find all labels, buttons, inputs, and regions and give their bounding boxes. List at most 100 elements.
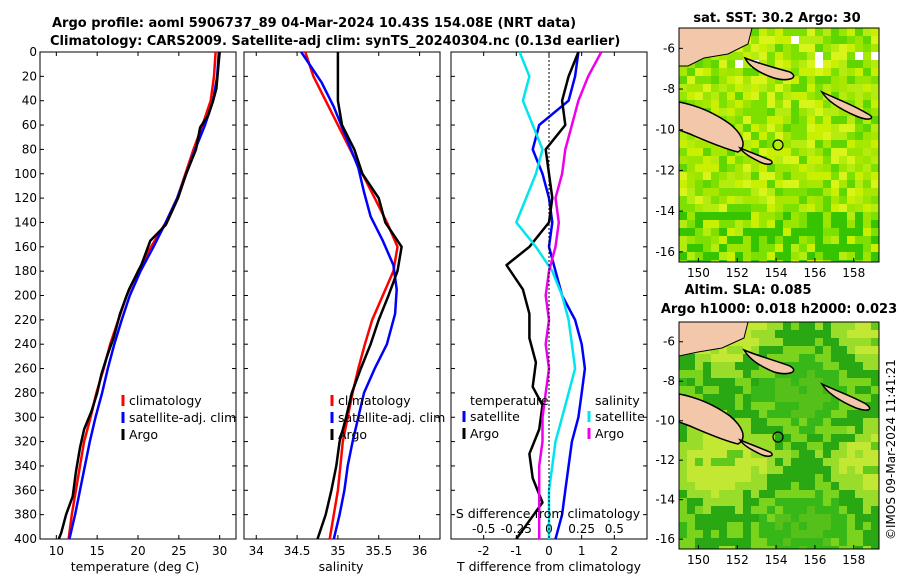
map-cell [767, 204, 775, 212]
map-cell [751, 44, 759, 52]
map-cell [783, 442, 791, 450]
map-cell [831, 338, 839, 346]
map-cell [703, 362, 711, 370]
map-cell [839, 228, 847, 236]
map-cell [751, 236, 759, 244]
map-cell [759, 474, 767, 482]
map-cell [679, 204, 687, 212]
map-cell [711, 108, 719, 116]
map-cell [871, 442, 879, 450]
map-cell [831, 514, 839, 522]
argo-position-marker [772, 431, 784, 443]
map-cell [799, 52, 807, 60]
map-cell [839, 252, 847, 260]
map-cell [751, 538, 759, 546]
map-cell [815, 402, 823, 410]
y-tick-label: 180 [14, 264, 37, 278]
map-cell [807, 450, 815, 458]
map-cell [783, 260, 791, 262]
difference-series-group [505, 52, 603, 539]
map-cell [775, 220, 783, 228]
map-cell [687, 514, 695, 522]
map-cell [727, 108, 735, 116]
map-cell [855, 410, 863, 418]
map-cell [727, 212, 735, 220]
map-cell [711, 196, 719, 204]
map-cell [831, 330, 839, 338]
map-cell [751, 92, 759, 100]
map-cell [727, 260, 735, 262]
map-cell [855, 244, 863, 252]
map-cell [743, 84, 751, 92]
map-cell [687, 172, 695, 180]
map-cell [727, 346, 735, 354]
map-cell [815, 244, 823, 252]
map-cell [799, 426, 807, 434]
map-cell [791, 410, 799, 418]
map-cell [823, 76, 831, 84]
map-cell [735, 84, 743, 92]
map-cell [679, 538, 687, 546]
map-cell [871, 28, 879, 36]
map-cell [727, 386, 735, 394]
map-cell [791, 212, 799, 220]
map-cell [767, 164, 775, 172]
map-cell [711, 220, 719, 228]
map-cell [775, 108, 783, 116]
map-cell [863, 76, 871, 84]
map-cell [839, 180, 847, 188]
map-cell [863, 212, 871, 220]
map-cell [711, 204, 719, 212]
map-cell [823, 244, 831, 252]
salinity-x-label: salinity [319, 559, 364, 574]
map-cell [831, 260, 839, 262]
map-cell [735, 386, 743, 394]
map-cell [743, 346, 751, 354]
map-cell [687, 474, 695, 482]
map-cell [759, 402, 767, 410]
map-cell [799, 538, 807, 546]
map-cell [751, 28, 759, 36]
map-cell [791, 140, 799, 148]
map-cell [783, 244, 791, 252]
sst-map-ticks: 150 152 154 156 158 -6 -8 -10 -12 -14 -16 [655, 41, 865, 280]
map-cell [751, 132, 759, 140]
map-cell [735, 124, 743, 132]
map-cell [775, 204, 783, 212]
y-tick-label: 300 [14, 410, 37, 424]
map-cell [871, 212, 879, 220]
map-cell [759, 108, 767, 116]
map-cell [807, 522, 815, 530]
map-cell [791, 482, 799, 490]
map-cell [791, 220, 799, 228]
map-cell [743, 498, 751, 506]
map-cell [687, 180, 695, 188]
map-cell [855, 546, 863, 549]
map-cell [799, 28, 807, 36]
map-cell [735, 100, 743, 108]
map-cell [687, 196, 695, 204]
legend-label-sal-argo: Argo [595, 426, 624, 441]
map-cell [759, 28, 767, 36]
map-cell [735, 354, 743, 362]
map-cell [815, 410, 823, 418]
map-cell [839, 76, 847, 84]
map-cell [863, 196, 871, 204]
map-cell [847, 44, 855, 52]
map-cell [767, 108, 775, 116]
map-cell [863, 346, 871, 354]
map-cell [759, 426, 767, 434]
map-cell [839, 68, 847, 76]
legend-label-satellite: satellite-adj. clim [338, 410, 445, 425]
map-cell [687, 442, 695, 450]
map-cell [831, 442, 839, 450]
map-y-tick-label: -12 [655, 453, 675, 467]
map-cell [767, 196, 775, 204]
map-cell [727, 546, 735, 549]
map-cell [727, 530, 735, 538]
map-cell [695, 212, 703, 220]
map-cell [815, 124, 823, 132]
map-cell [839, 442, 847, 450]
map-cell [815, 434, 823, 442]
